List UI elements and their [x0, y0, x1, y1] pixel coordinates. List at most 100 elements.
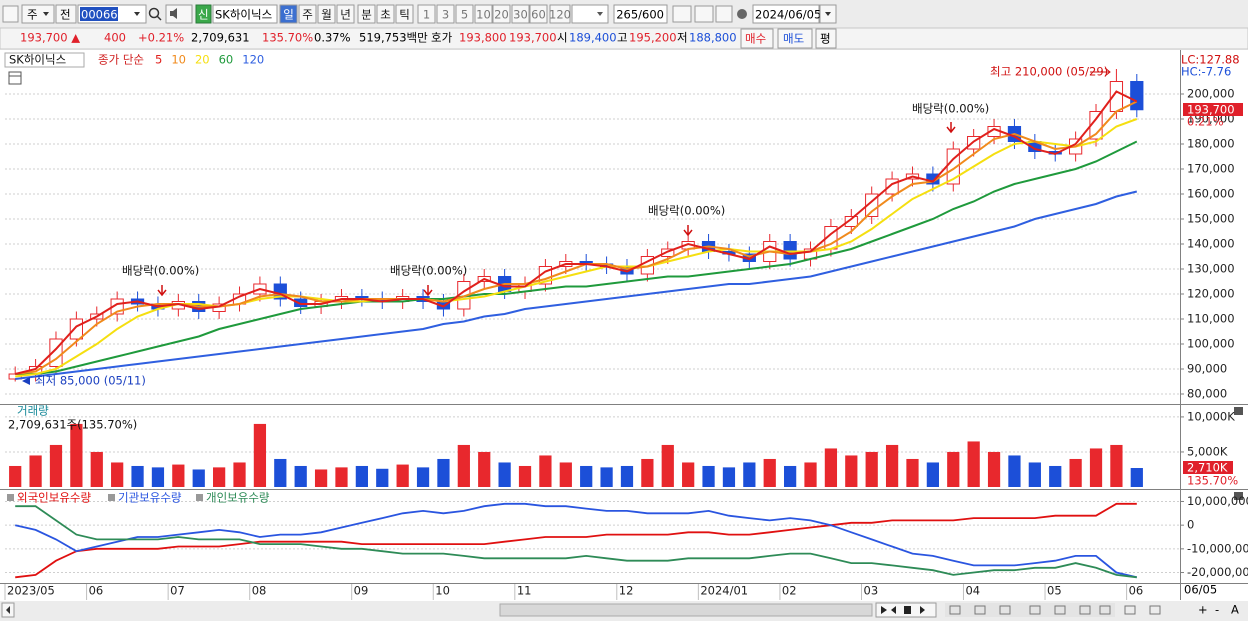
y-tick-label: 130,000: [1187, 262, 1235, 276]
volume-bar: [1089, 448, 1103, 487]
y-tick-label: 120,000: [1187, 287, 1235, 301]
interval-button[interactable]: [549, 4, 571, 24]
panel-close[interactable]: [1234, 492, 1243, 500]
tool-icon[interactable]: [672, 5, 692, 23]
playback-icons: [881, 606, 925, 614]
volume-bar: [274, 458, 287, 487]
period-select[interactable]: [21, 4, 55, 24]
legend-marker: [196, 494, 203, 501]
interval-button[interactable]: [455, 4, 474, 24]
sound-button[interactable]: [165, 4, 193, 24]
volume-bar: [498, 462, 511, 487]
settings-icon[interactable]: [737, 9, 747, 19]
volume-bar: [580, 465, 593, 487]
candle-body: [294, 298, 308, 307]
font-size[interactable]: A: [1231, 603, 1239, 617]
volume-bar: [518, 465, 532, 487]
dropdown-arrow: [825, 12, 831, 16]
volume-bar: [804, 462, 817, 487]
period-select-text: 주: [27, 8, 38, 22]
turnover: 0.37%: [314, 31, 351, 45]
volume-bar: [641, 458, 654, 487]
scroll-thumb[interactable]: [499, 603, 873, 617]
zoom-out[interactable]: -: [1215, 603, 1219, 617]
annotation: 배당락(0.00%): [912, 102, 989, 116]
series-line: [15, 100, 1138, 375]
volume-bar: [682, 462, 695, 487]
x-tick-label: 2023/05: [7, 584, 55, 598]
y-tick-label: 170,000: [1187, 162, 1235, 176]
interval-button[interactable]: [511, 4, 530, 24]
volume-bar: [396, 464, 409, 487]
y-tick-label: 110,000: [1187, 312, 1235, 326]
zoom-controls: [949, 605, 1161, 615]
x-tick-label: 11: [517, 584, 532, 598]
zoom-in[interactable]: +: [1198, 603, 1208, 617]
series-line: [14, 90, 1138, 375]
new-badge[interactable]: [195, 4, 212, 24]
save-icon[interactable]: [715, 5, 733, 23]
panel-close[interactable]: [1234, 407, 1243, 415]
x-tick-label: 08: [252, 584, 267, 598]
volume-bar: [987, 451, 1001, 487]
volume-bar: [416, 467, 430, 487]
code-highlight: [80, 7, 118, 21]
price: 193,700 ▲: [20, 31, 80, 45]
y-tick-label: 90,000: [1187, 362, 1227, 376]
balance-button[interactable]: [815, 28, 837, 49]
interval-button[interactable]: [529, 4, 548, 24]
interval-button[interactable]: [436, 4, 455, 24]
count-box[interactable]: [613, 4, 668, 24]
interval-select[interactable]: [571, 4, 609, 24]
annotation-arrow: [22, 377, 30, 385]
volume-bar: [90, 451, 103, 487]
table-icon[interactable]: [8, 71, 22, 85]
dividend-arrow: [683, 225, 693, 237]
interval-button[interactable]: [417, 4, 436, 24]
interval-button[interactable]: [492, 4, 511, 24]
search-icon[interactable]: [148, 7, 160, 19]
volume-bar: [253, 423, 267, 487]
x-tick-label: 06: [89, 584, 104, 598]
volume-bar: [763, 458, 776, 487]
period-button[interactable]: [298, 4, 317, 24]
volume-bar: [600, 467, 613, 487]
legend-entry: 5: [155, 53, 162, 67]
period-button[interactable]: [357, 4, 376, 24]
buy-button[interactable]: [740, 28, 774, 49]
date-box[interactable]: [752, 4, 820, 24]
y-tick-label: -20,000,000: [1187, 565, 1248, 579]
change-pct: +0.21%: [138, 31, 184, 45]
sell-button[interactable]: [777, 28, 813, 49]
period-text: 년: [340, 8, 351, 22]
annotation: 배당락(0.00%): [648, 204, 725, 218]
period-text: 주: [302, 8, 313, 22]
tool-icon[interactable]: [694, 5, 714, 23]
interval-text: 120: [549, 8, 571, 22]
period-button[interactable]: [376, 4, 395, 24]
volume-bar: [967, 441, 980, 487]
volume-bar: [111, 462, 124, 487]
period-text: 틱: [399, 8, 410, 22]
legend-entry: 120: [242, 53, 264, 67]
period-button[interactable]: [395, 4, 414, 24]
menu-icon[interactable]: [2, 5, 19, 23]
period-text: 초: [380, 8, 391, 22]
volume-bar: [335, 467, 348, 487]
period-button[interactable]: [279, 4, 298, 24]
legend-marker: [7, 494, 14, 501]
zoom-icon: [1054, 605, 1066, 615]
volume-bar: [9, 465, 22, 487]
period-button[interactable]: [336, 4, 355, 24]
low: 188,800: [689, 31, 737, 45]
x-tick-label: 10: [435, 584, 450, 598]
annotation: 최저 85,000 (05/11): [35, 374, 146, 388]
interval-button[interactable]: [474, 4, 493, 24]
prev-button[interactable]: [55, 4, 77, 24]
period-button[interactable]: [317, 4, 336, 24]
y-tick-label: 0: [1187, 518, 1194, 532]
period-text: 월: [321, 8, 332, 22]
annotation: 배당락(0.00%): [390, 264, 467, 278]
high-label: 고: [617, 31, 628, 45]
